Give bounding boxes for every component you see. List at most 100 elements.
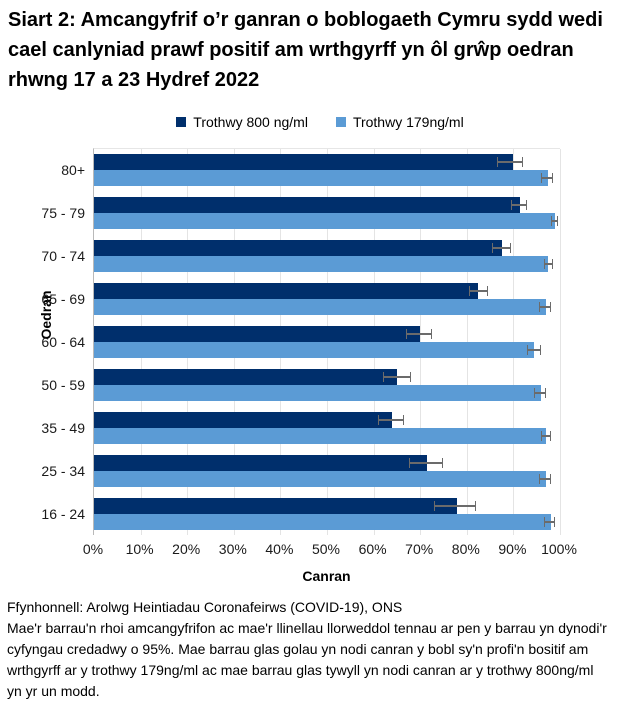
bar-light <box>94 256 549 272</box>
plot-area <box>93 148 561 536</box>
bar-row <box>94 493 560 536</box>
error-bar <box>527 345 542 355</box>
bar-dark <box>94 455 428 471</box>
bar-track <box>94 514 560 530</box>
bar-dark <box>94 197 521 213</box>
error-bar <box>406 329 432 339</box>
source-text: Ffynhonnell: Arolwg Heintiadau Coronafei… <box>7 599 403 615</box>
x-axis-tick-label: 50% <box>311 541 341 557</box>
error-bar <box>511 200 528 210</box>
x-axis-tick-label: 80% <box>451 541 480 557</box>
error-bar <box>497 157 523 167</box>
bar-row <box>94 450 560 493</box>
y-axis-labels: 80+ 75 - 79 70 - 74 65 - 69 60 - 64 50 - 59 35… <box>0 148 85 535</box>
error-bar <box>541 431 551 441</box>
bar-dark <box>94 498 458 514</box>
bar-light <box>94 385 542 401</box>
y-axis-label: 80+ <box>61 161 85 178</box>
bar-light <box>94 299 547 315</box>
bar-row <box>94 321 560 364</box>
bar-track <box>94 213 560 229</box>
bar-row <box>94 407 560 450</box>
x-axis-tick-label: 10% <box>125 541 154 557</box>
bar-row <box>94 364 560 407</box>
bar-dark <box>94 240 502 256</box>
y-axis-label: 16 - 24 <box>41 505 85 522</box>
x-axis-tick-label: 60% <box>358 541 387 557</box>
bar-track <box>94 256 560 272</box>
bar-dark <box>94 326 421 342</box>
bar-light <box>94 428 547 444</box>
error-bar <box>534 388 546 398</box>
error-bar <box>492 243 512 253</box>
y-axis-label: 50 - 59 <box>41 376 85 393</box>
error-bar <box>382 372 411 382</box>
bar-light <box>94 170 549 186</box>
x-axis-title: Canran <box>302 568 351 584</box>
bar-track <box>94 283 560 299</box>
error-bar <box>408 458 444 468</box>
legend-item-800: Trothwy 800 ng/ml <box>176 114 308 130</box>
error-bar <box>543 517 556 527</box>
gridline <box>560 149 561 535</box>
bar-row <box>94 149 560 192</box>
legend-swatch-179-icon <box>335 117 346 127</box>
y-axis-label: 35 - 49 <box>41 419 85 436</box>
bar-light <box>94 471 547 487</box>
bar-track <box>94 412 560 428</box>
error-bar <box>469 286 488 296</box>
bar-dark <box>94 283 479 299</box>
bar-light <box>94 342 535 358</box>
bar-row <box>94 235 560 278</box>
error-bar <box>434 501 477 511</box>
x-axis-tick-label: 30% <box>218 541 247 557</box>
bar-track <box>94 240 560 256</box>
error-bar <box>378 415 404 425</box>
note-text: Mae'r barrau'n rhoi amcangyfrifon ac mae… <box>7 620 607 699</box>
legend-item-179: Trothwy 179ng/ml <box>335 114 464 130</box>
x-axis-ticks: 0% 10% 20% 30% 40% 50% 60% 70% 80% 90% 100% <box>83 541 577 557</box>
y-axis-label: 75 - 79 <box>41 204 85 221</box>
error-bar <box>550 216 558 226</box>
bar-dark <box>94 369 397 385</box>
legend-label-179: Trothwy 179ng/ml <box>352 114 464 130</box>
x-axis-tick-label: 0% <box>82 541 104 557</box>
bar-track <box>94 428 560 444</box>
x-axis-tick-label: 100% <box>541 541 577 557</box>
bar-track <box>94 170 560 186</box>
chart-title: Siart 2: Amcangyfrif o’r ganran o boblog… <box>8 9 603 91</box>
error-bar <box>541 173 553 183</box>
error-bar <box>539 474 551 484</box>
bar-dark <box>94 154 514 170</box>
legend-label-800: Trothwy 800 ng/ml <box>193 114 308 130</box>
y-axis-label: 70 - 74 <box>41 247 85 264</box>
bar-row <box>94 278 560 321</box>
bar-track <box>94 471 560 487</box>
bar-track <box>94 498 560 514</box>
bar-dark <box>94 412 393 428</box>
x-axis-tick-label: 20% <box>172 541 201 557</box>
bar-track <box>94 299 560 315</box>
bar-track <box>94 154 560 170</box>
bar-row <box>94 192 560 235</box>
footnote: Ffynhonnell: Arolwg Heintiadau Coronafei… <box>7 597 607 702</box>
bar-light <box>94 213 556 229</box>
bar-track <box>94 369 560 385</box>
x-axis-tick-label: 70% <box>405 541 434 557</box>
bar-track <box>94 326 560 342</box>
bar-track <box>94 385 560 401</box>
x-axis-tick-label: 90% <box>498 541 527 557</box>
bar-track <box>94 197 560 213</box>
x-axis-tick-label: 40% <box>265 541 294 557</box>
error-bar <box>543 259 553 269</box>
bar-light <box>94 514 551 530</box>
y-axis-label: 65 - 69 <box>41 290 85 307</box>
legend-swatch-800-icon <box>176 117 187 127</box>
y-axis-label: 25 - 34 <box>41 462 85 479</box>
bar-track <box>94 455 560 471</box>
bar-track <box>94 342 560 358</box>
legend: Trothwy 800 ng/ml Trothwy 179ng/ml <box>0 112 640 132</box>
y-axis-label: 60 - 64 <box>41 333 85 350</box>
error-bar <box>539 302 551 312</box>
